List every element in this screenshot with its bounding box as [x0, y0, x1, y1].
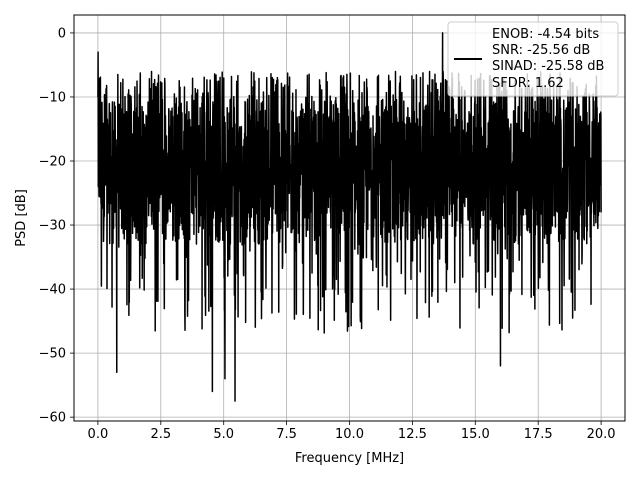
y-tick-label: −20: [39, 155, 66, 170]
legend-sfdr: SFDR: 1.62: [492, 76, 564, 91]
y-tick-label: −30: [39, 219, 66, 234]
x-tick-label: 17.5: [524, 427, 553, 442]
y-tick-label: 0: [58, 26, 66, 41]
y-tick-label: −50: [39, 347, 66, 362]
psd-line: [97, 32, 602, 402]
x-axis-label: Frequency [MHz]: [295, 451, 404, 466]
x-tick-label: 20.0: [587, 427, 616, 442]
y-axis-ticks: 0 −10 −20 −30 −40 −50 −60: [39, 26, 74, 426]
x-tick-label: 5.0: [213, 427, 234, 442]
psd-series: [97, 32, 602, 402]
y-axis-label: PSD [dB]: [14, 189, 29, 247]
legend-enob: ENOB: -4.54 bits: [492, 27, 599, 42]
legend-snr: SNR: -25.56 dB: [492, 43, 590, 58]
x-tick-label: 12.5: [398, 427, 427, 442]
x-tick-label: 0.0: [88, 427, 109, 442]
x-tick-label: 7.5: [276, 427, 297, 442]
x-axis-ticks: 0.0 2.5 5.0 7.5 10.0 12.5 15.0 17.5 20.0: [88, 421, 616, 442]
y-tick-label: −60: [39, 411, 66, 426]
y-tick-label: −10: [39, 90, 66, 105]
x-tick-label: 15.0: [461, 427, 490, 442]
y-tick-label: −40: [39, 283, 66, 298]
x-tick-label: 10.0: [335, 427, 364, 442]
legend-box: [447, 21, 619, 97]
legend: ENOB: -4.54 bits SNR: -25.56 dB SINAD: -…: [447, 21, 619, 97]
legend-sinad: SINAD: -25.58 dB: [492, 59, 604, 74]
x-tick-label: 2.5: [150, 427, 171, 442]
